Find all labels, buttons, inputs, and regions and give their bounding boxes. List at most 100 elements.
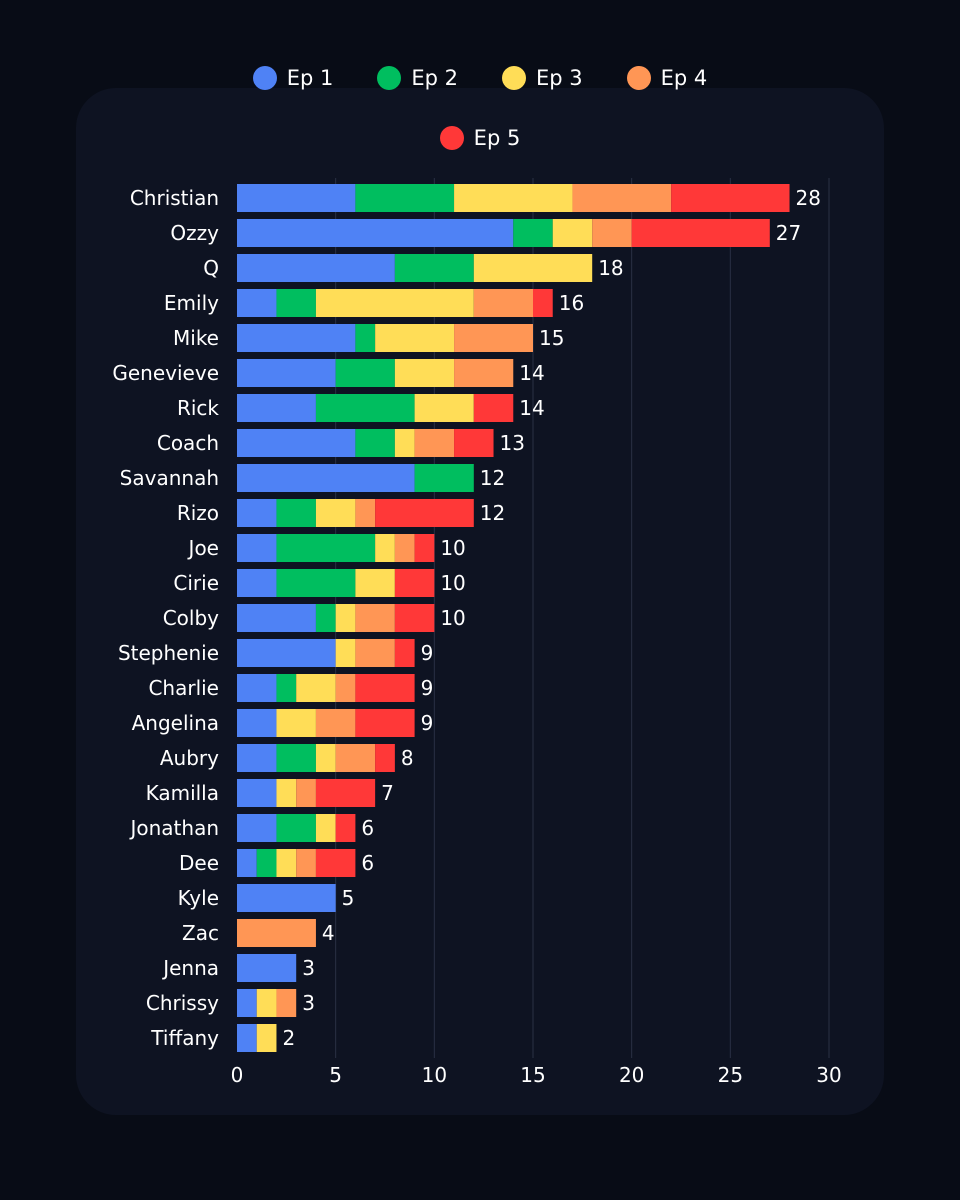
legend-item-ep-3: Ep 3	[502, 66, 583, 90]
bar-segment-dee-ep-4	[296, 849, 316, 877]
bar-segment-angelina-ep-5	[355, 709, 415, 737]
total-label: 2	[282, 1026, 295, 1050]
bar-segment-joe-ep-4	[394, 534, 415, 562]
total-label: 10	[440, 571, 465, 595]
bar-segment-stephenie-ep-1	[237, 639, 336, 667]
total-label: 9	[421, 676, 434, 700]
bar-segment-rizo-ep-2	[276, 499, 316, 527]
bar-segment-ozzy-ep-4	[592, 219, 632, 247]
bar-segment-stephenie-ep-3	[335, 639, 356, 667]
total-label: 14	[519, 396, 544, 420]
bar-segment-coach-ep-1	[237, 429, 356, 457]
bar-segment-rizo-ep-5	[375, 499, 474, 527]
category-label: Coach	[157, 431, 219, 455]
bar-segment-zac-ep-4	[237, 919, 316, 947]
bar-segment-colby-ep-5	[394, 604, 435, 632]
bar-segment-ozzy-ep-2	[513, 219, 553, 247]
bar-segment-christian-ep-2	[355, 184, 455, 212]
bar-segment-chrissy-ep-4	[276, 989, 297, 1017]
bar-segment-emily-ep-4	[473, 289, 533, 317]
bar-segment-jonathan-ep-5	[335, 814, 356, 842]
total-label: 27	[776, 221, 801, 245]
category-label: Rizo	[177, 501, 219, 525]
bar-segment-cirie-ep-5	[394, 569, 435, 597]
bar-segment-dee-ep-1	[237, 849, 257, 877]
total-label: 28	[796, 186, 821, 210]
bar-segment-rizo-ep-3	[315, 499, 356, 527]
total-label: 4	[322, 921, 335, 945]
bar-segment-aubry-ep-5	[375, 744, 395, 772]
total-label: 12	[480, 501, 505, 525]
bar-segment-rick-ep-3	[414, 394, 474, 422]
bar-segment-stephenie-ep-4	[355, 639, 395, 667]
bar-segment-rick-ep-2	[315, 394, 415, 422]
category-label: Aubry	[160, 746, 219, 770]
x-tick-label: 10	[422, 1063, 447, 1087]
legend-label: Ep 5	[473, 126, 521, 150]
total-label: 6	[361, 851, 374, 875]
legend-label: Ep 4	[660, 66, 708, 90]
category-label: Christian	[130, 186, 219, 210]
bar-segment-colby-ep-1	[237, 604, 316, 632]
bar-segment-kamilla-ep-5	[315, 779, 376, 807]
bar-segment-kamilla-ep-3	[276, 779, 297, 807]
total-label: 10	[440, 536, 465, 560]
category-label: Emily	[164, 291, 219, 315]
bar-segment-charlie-ep-4	[335, 674, 356, 702]
bar-segment-emily-ep-1	[237, 289, 277, 317]
bar-segment-angelina-ep-4	[315, 709, 356, 737]
bar-segment-genevieve-ep-2	[335, 359, 395, 387]
legend-item-ep-5: Ep 5	[439, 126, 521, 150]
bar-segment-charlie-ep-5	[355, 674, 415, 702]
legend-swatch	[377, 66, 402, 90]
legend-item-ep-1: Ep 1	[252, 66, 334, 90]
bar-segment-cirie-ep-1	[237, 569, 277, 597]
bar-segment-q-ep-1	[237, 254, 395, 282]
bar-segment-angelina-ep-3	[276, 709, 316, 737]
legend-label: Ep 1	[286, 66, 334, 90]
bar-segment-colby-ep-3	[335, 604, 356, 632]
category-label: Jenna	[161, 956, 219, 980]
bar-segment-dee-ep-2	[256, 849, 277, 877]
total-label: 10	[440, 606, 465, 630]
bar-segment-tiffany-ep-3	[256, 1024, 277, 1052]
legend-label: Ep 2	[411, 66, 458, 90]
legend-label: Ep 3	[536, 66, 583, 90]
bar-segment-tiffany-ep-1	[237, 1024, 257, 1052]
total-label: 5	[342, 886, 355, 910]
total-label: 9	[421, 711, 434, 735]
bar-segment-jonathan-ep-2	[276, 814, 316, 842]
bar-segment-q-ep-3	[473, 254, 593, 282]
category-label: Kamilla	[146, 781, 219, 805]
legend-item-ep-2: Ep 2	[377, 66, 458, 90]
bar-segment-joe-ep-1	[237, 534, 277, 562]
bar-segment-aubry-ep-1	[237, 744, 277, 772]
bar-segment-emily-ep-2	[276, 289, 316, 317]
bar-segment-stephenie-ep-5	[394, 639, 415, 667]
category-label: Cirie	[173, 571, 219, 595]
bar-segment-joe-ep-3	[375, 534, 395, 562]
bar-segment-coach-ep-5	[454, 429, 494, 457]
category-label: Tiffany	[150, 1026, 219, 1050]
bar-segment-joe-ep-2	[276, 534, 376, 562]
category-label: Zac	[182, 921, 219, 945]
total-label: 14	[519, 361, 544, 385]
bar-segment-savannah-ep-1	[237, 464, 415, 492]
bar-segment-aubry-ep-2	[276, 744, 316, 772]
bar-segment-rizo-ep-4	[355, 499, 376, 527]
bar-segment-genevieve-ep-3	[394, 359, 455, 387]
category-label: Stephenie	[118, 641, 219, 665]
category-label: Angelina	[132, 711, 219, 735]
legend: Ep 1 Ep 2 Ep 3 Ep 4	[0, 66, 960, 90]
bar-segment-jonathan-ep-1	[237, 814, 277, 842]
bar-segment-genevieve-ep-1	[237, 359, 336, 387]
bar-segment-colby-ep-2	[315, 604, 336, 632]
bar-segment-christian-ep-1	[237, 184, 356, 212]
legend-row-2: Ep 5	[0, 126, 960, 150]
x-tick-label: 5	[329, 1063, 342, 1087]
category-label: Q	[203, 256, 219, 280]
x-tick-label: 0	[231, 1063, 244, 1087]
total-label: 13	[500, 431, 525, 455]
bar-segment-emily-ep-3	[315, 289, 474, 317]
